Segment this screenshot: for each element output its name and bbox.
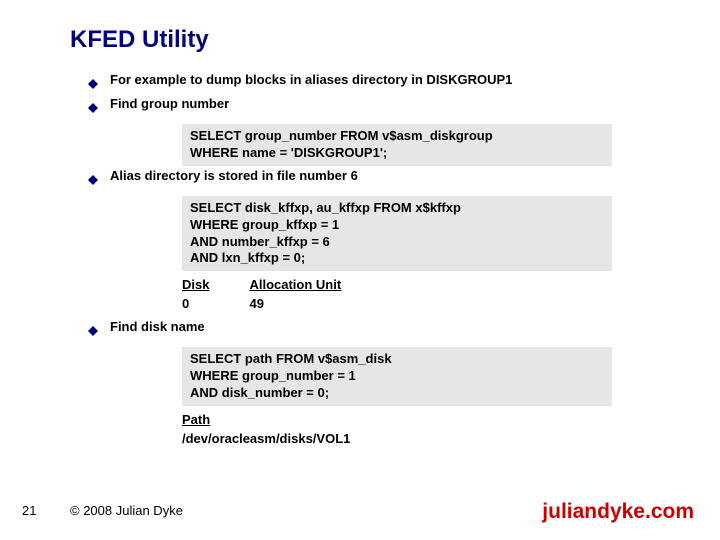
table-cell: /dev/oracleasm/disks/VOL1 <box>182 429 390 448</box>
bullet-text: Alias directory is stored in file number… <box>110 168 358 184</box>
diamond-bullet-icon <box>88 76 98 94</box>
bullet-text: Find disk name <box>110 319 205 335</box>
code-block: SELECT disk_kffxp, au_kffxp FROM x$kffxp… <box>182 196 612 272</box>
bullet-item: Alias directory is stored in file number… <box>70 168 720 190</box>
slide: KFED Utility For example to dump blocks … <box>0 0 720 540</box>
diamond-bullet-icon <box>88 100 98 118</box>
table-header: Path <box>182 410 390 429</box>
result-table: Disk Allocation Unit 0 49 <box>182 275 720 313</box>
bullet-text: For example to dump blocks in aliases di… <box>110 72 512 88</box>
table-cell: 0 <box>182 294 249 313</box>
page-number: 21 <box>22 503 36 518</box>
diamond-bullet-icon <box>88 172 98 190</box>
bullet-text: Find group number <box>110 96 229 112</box>
slide-title: KFED Utility <box>70 26 720 54</box>
table-cell: 49 <box>249 294 381 313</box>
diamond-bullet-icon <box>88 323 98 341</box>
bullet-item: Find group number <box>70 96 720 118</box>
result-table: Path /dev/oracleasm/disks/VOL1 <box>182 410 720 448</box>
table-header: Disk <box>182 275 249 294</box>
code-block: SELECT group_number FROM v$asm_diskgroup… <box>182 124 612 166</box>
bullet-item: For example to dump blocks in aliases di… <box>70 72 720 94</box>
table-header: Allocation Unit <box>249 275 381 294</box>
bullet-item: Find disk name <box>70 319 720 341</box>
copyright-text: © 2008 Julian Dyke <box>70 503 183 518</box>
code-block: SELECT path FROM v$asm_disk WHERE group_… <box>182 347 612 406</box>
brand-text: juliandyke.com <box>542 500 694 524</box>
